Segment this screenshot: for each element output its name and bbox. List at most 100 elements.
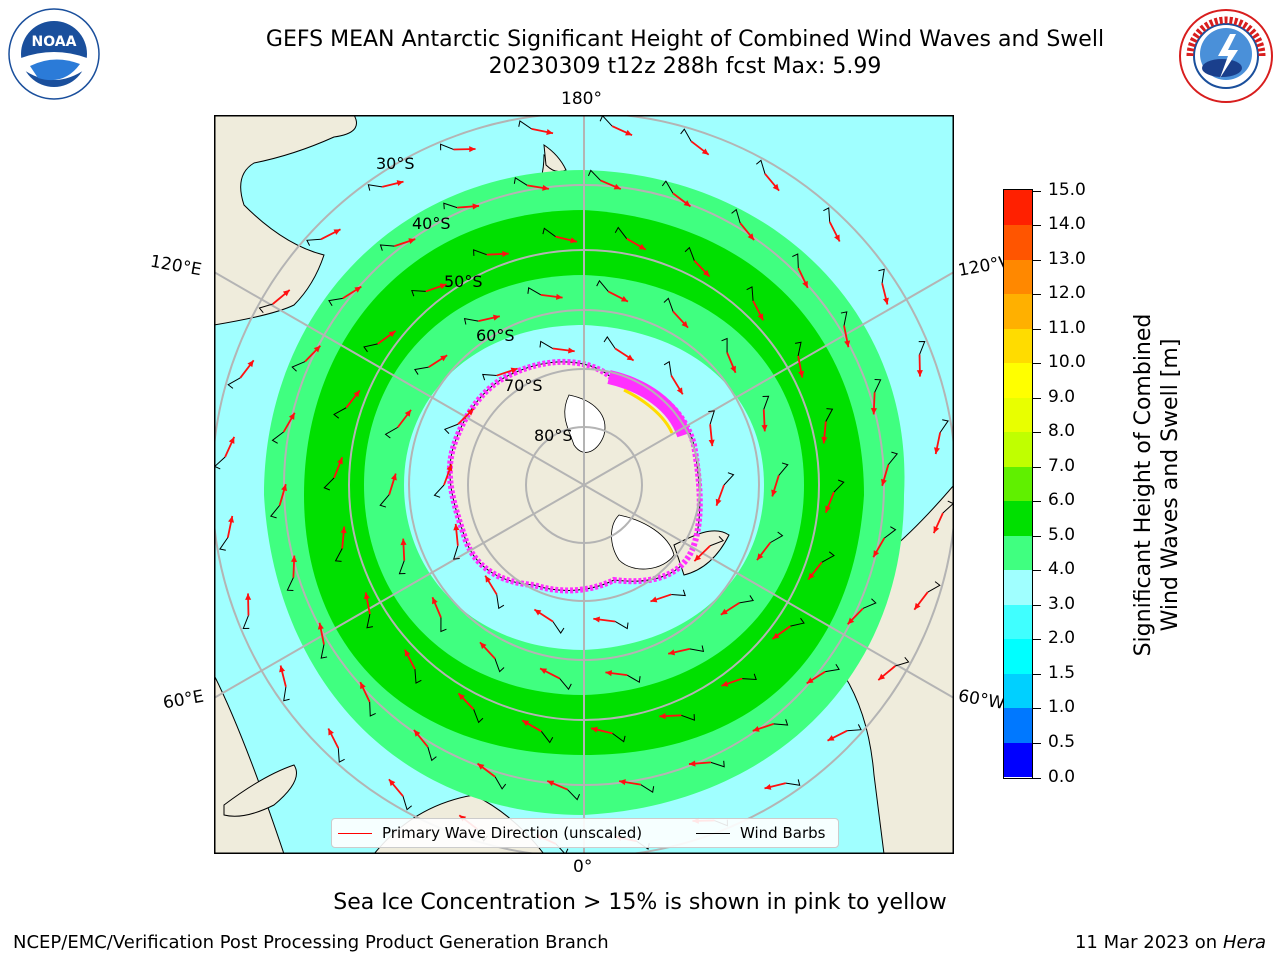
wind-barb: [823, 207, 831, 222]
wind-barb: [640, 784, 655, 793]
wave-arrow-head: [708, 439, 715, 447]
wave-arrow-head: [404, 649, 411, 657]
lon-label-180: 180°: [561, 89, 602, 109]
noaa-logo: NOAA: [8, 8, 100, 100]
wave-arrow-head: [288, 412, 295, 420]
sea-ice-edge: [446, 358, 703, 594]
wind-barb: [219, 537, 229, 551]
lat-label-60s: 60°S: [476, 326, 515, 345]
colorbar-tick-label: 2.0: [1048, 628, 1076, 649]
wave-arrow-head: [761, 424, 768, 432]
wind-barb: [337, 748, 345, 763]
wave-arrow-head: [337, 457, 343, 465]
wave-arrow-head: [626, 354, 634, 361]
colorbar-tick: [1033, 190, 1041, 192]
wind-barb: [709, 536, 725, 547]
date-text: 11 Mar 2023 on: [1074, 932, 1218, 953]
wind-barb: [833, 479, 845, 493]
wind-barb: [334, 548, 343, 562]
colorbar-tick-label: 5.0: [1048, 524, 1076, 545]
wave-arrow-head: [605, 670, 613, 677]
wave-arrow-head: [547, 780, 555, 787]
wind-barb: [433, 484, 445, 498]
colorbar-tick: [1033, 259, 1041, 261]
wind-barb: [494, 658, 505, 673]
wind-barb: [663, 297, 674, 312]
wind-barb: [778, 462, 789, 476]
wind-barb: [283, 686, 290, 702]
wave-arrow-head: [933, 447, 940, 455]
wave-arrow-head: [821, 436, 828, 444]
wave-arrow-head: [353, 390, 360, 398]
wind-barb: [684, 246, 695, 261]
credit-line: NCEP/EMC/Verification Post Processing Pr…: [13, 932, 609, 953]
colorbar-tick: [1033, 466, 1041, 468]
wave-arrow-head: [688, 760, 696, 767]
wave-arrow-head: [701, 148, 709, 155]
wind-barb: [369, 701, 376, 717]
legend-wind-barbs: Wind Barbs: [696, 824, 825, 842]
colorbar-tick: [1033, 294, 1041, 296]
wave-arrow-head: [808, 572, 815, 580]
wind-barb: [513, 177, 528, 186]
wind-barb: [427, 746, 437, 762]
wave-arrow-head: [772, 183, 780, 191]
colorbar-label-line2: Wind Waves and Swell [m]: [1158, 338, 1183, 632]
wave-arrow-head: [881, 478, 887, 486]
wind-barb: [862, 598, 877, 609]
wind-barb: [681, 714, 695, 721]
wave-arrow-head: [542, 184, 549, 191]
wind-barb: [918, 341, 926, 355]
sea-ice-thick: [607, 370, 691, 438]
wave-arrow-head: [638, 243, 646, 250]
colorbar-segment: [1004, 362, 1032, 398]
wave-arrow-head: [568, 347, 575, 354]
wind-barb: [518, 120, 532, 130]
colorbar-tick-label: 11.0: [1048, 317, 1086, 338]
sea-ice-note: Sea Ice Concentration > 15% is shown in …: [333, 890, 947, 915]
wind-barb: [286, 577, 294, 591]
wave-arrow-head: [479, 642, 487, 649]
wave-arrow-head: [620, 296, 628, 302]
colorbar-tick: [1033, 432, 1041, 434]
wave-arrow-head: [802, 280, 808, 288]
colorbar-tick: [1033, 708, 1041, 710]
wind-barb: [887, 451, 899, 466]
wind-barb: [306, 238, 321, 246]
wind-barb: [366, 613, 373, 629]
wave-arrow-head: [317, 622, 324, 630]
wind-barb: [398, 560, 406, 575]
wave-arrow-head: [458, 693, 465, 701]
new-zealand-north: [543, 143, 567, 173]
wind-barb: [227, 377, 241, 389]
wind-barb: [494, 776, 507, 790]
wave-arrow-head: [914, 602, 921, 610]
wind-barb: [402, 796, 412, 811]
legend-wave-label: Primary Wave Direction (unscaled): [382, 824, 643, 842]
colorbar-tick-label: 9.0: [1048, 386, 1076, 407]
colorbar-tick: [1033, 673, 1041, 675]
legend-barb-line: [696, 832, 730, 834]
wind-barb: [680, 128, 692, 142]
colorbar-tick-label: 15.0: [1048, 179, 1086, 200]
colorbar-tick-label: 10.0: [1048, 352, 1086, 373]
wind-barb: [540, 731, 554, 744]
wind-barb: [939, 419, 949, 433]
colorbar-tick-label: 0.0: [1048, 766, 1076, 787]
lon-label-60w: 60°W: [956, 686, 1007, 714]
wave-arrow-head: [703, 269, 710, 277]
lat-label-30s: 30°S: [376, 154, 415, 173]
wind-barb: [821, 551, 835, 563]
wave-arrow-head: [363, 592, 370, 600]
colorbar-label: Significant Height of Combined Wind Wave…: [1130, 185, 1184, 785]
wave-arrow-head: [290, 555, 298, 562]
wind-barb: [710, 760, 725, 768]
wind-barb: [323, 477, 335, 491]
chart-subtitle: 20230309 t12z 288h fcst Max: 5.99: [488, 54, 882, 79]
wind-barb: [269, 504, 281, 519]
wind-barb: [411, 289, 426, 297]
colorbar-segment: [1004, 673, 1032, 709]
wave-arrow-head: [400, 538, 407, 546]
lon-label-120e: 120°E: [148, 251, 204, 281]
map-canvas: 30°S 40°S 50°S 60°S 70°S 80°S: [214, 115, 954, 854]
